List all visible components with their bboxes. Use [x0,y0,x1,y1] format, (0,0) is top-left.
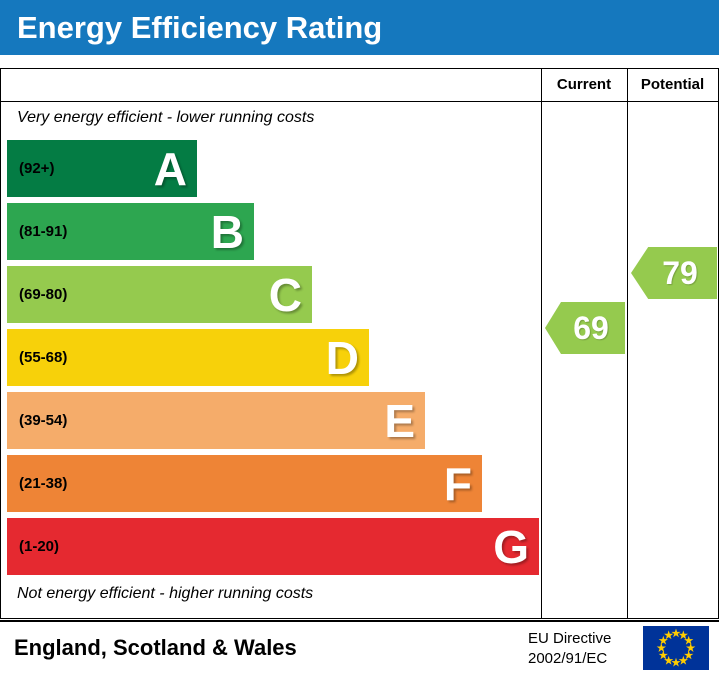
band-range-label: (21-38) [19,475,68,492]
column-header-potential: Potential [640,76,705,93]
band-letter: B [210,205,244,258]
epc-band-bar: (1-20) G [7,518,539,575]
bottom-note: Not energy efficient - higher running co… [17,585,314,602]
epc-band-row: (69-80) C [7,266,539,323]
band-letter: E [384,394,415,447]
epc-band-row: (21-38) F [7,455,539,512]
epc-band-row: (1-20) G [7,518,539,575]
band-letter: G [493,520,529,573]
epc-chart: Current Potential Very energy efficient … [0,68,719,619]
band-letter: C [268,268,302,321]
eu-flag-icon [643,626,709,670]
epc-band-bar: (55-68) D [7,329,369,386]
current-column-divider [541,69,542,618]
title-bar: Energy Efficiency Rating [0,0,719,55]
eu-directive-line2: 2002/91/EC [528,650,608,667]
top-note: Very energy efficient - lower running co… [17,109,315,126]
band-letter: F [443,457,472,510]
eu-directive-label: EU Directive 2002/91/EC [528,629,611,669]
footer: England, Scotland & Wales EU Directive 2… [0,620,719,675]
epc-band-row: (39-54) E [7,392,539,449]
potential-rating-arrow: 79 [631,247,717,299]
potential-rating-value: 79 [662,254,698,291]
epc-band-bar: (69-80) C [7,266,312,323]
band-letter: D [325,331,359,384]
epc-band-row: (92+) A [7,140,539,197]
current-rating-arrow: 69 [545,302,625,354]
epc-band-row: (81-91) B [7,203,539,260]
current-rating-value: 69 [573,309,609,346]
page-title: Energy Efficiency Rating [17,10,383,45]
column-header-current: Current [556,76,612,93]
band-list: (92+) A (81-91) B (69-80) C (55-68) D (3 [7,140,539,581]
epc-band-bar: (81-91) B [7,203,254,260]
band-range-label: (92+) [19,160,55,177]
potential-column-divider [627,69,628,618]
epc-band-bar: (21-38) F [7,455,482,512]
region-label: England, Scotland & Wales [14,635,297,660]
header-row-divider [1,101,718,102]
epc-band-bar: (92+) A [7,140,197,197]
band-range-label: (69-80) [19,286,68,303]
band-range-label: (81-91) [19,223,68,240]
band-range-label: (39-54) [19,412,68,429]
band-letter: A [153,142,187,195]
band-range-label: (1-20) [19,538,60,555]
eu-directive-line1: EU Directive [528,630,612,647]
epc-band-row: (55-68) D [7,329,539,386]
band-range-label: (55-68) [19,349,68,366]
epc-band-bar: (39-54) E [7,392,425,449]
